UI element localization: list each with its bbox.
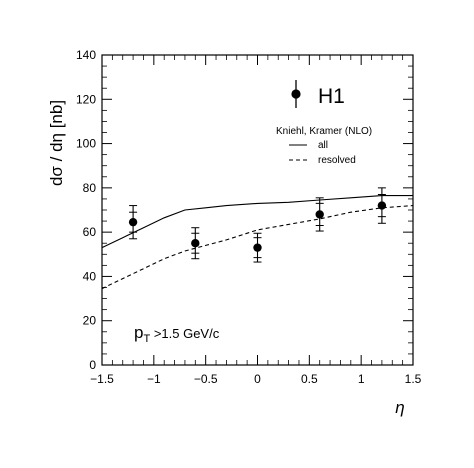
pt-cut-value: >1.5 GeV/c bbox=[150, 326, 220, 341]
legend-entry-all: all bbox=[318, 140, 328, 151]
pt-subscript: T bbox=[143, 333, 150, 345]
y-tick-label: 140 bbox=[76, 48, 96, 62]
legend-theory-title: Kniehl, Kramer (NLO) bbox=[276, 126, 372, 137]
x-tick-label: 1 bbox=[358, 372, 365, 386]
series-line-all bbox=[101, 195, 413, 249]
data-points bbox=[128, 187, 387, 263]
y-tick-label: 0 bbox=[89, 358, 96, 372]
legend: H1 Kniehl, Kramer (NLO) all resolved bbox=[276, 80, 372, 166]
x-tick-label: −1 bbox=[147, 372, 161, 386]
legend-entry-resolved: resolved bbox=[318, 155, 356, 166]
x-tick-label: 0 bbox=[254, 372, 261, 386]
y-axis-label: dσ / dη [nb] bbox=[47, 100, 66, 186]
pt-cut-annotation: pT >1.5 GeV/c bbox=[134, 323, 220, 345]
x-axis-label: η bbox=[395, 398, 404, 417]
x-tick-label: 1.5 bbox=[405, 372, 422, 386]
axes: 0 20 40 60 80 100 120 140 −1.5 −1 −0.5 0 0.5 1 1.5 bbox=[76, 48, 422, 386]
y-tick-label: 20 bbox=[83, 314, 97, 328]
data-point bbox=[191, 239, 200, 248]
legend-data-label: H1 bbox=[318, 85, 345, 108]
data-point bbox=[128, 217, 138, 227]
series-line-resolved bbox=[101, 205, 414, 290]
y-tick-label: 100 bbox=[76, 137, 96, 151]
theory-curves bbox=[101, 195, 414, 290]
plot-frame bbox=[101, 54, 414, 366]
data-point bbox=[253, 243, 262, 252]
x-tick-label: −1.5 bbox=[90, 372, 114, 386]
y-tick-label: 120 bbox=[76, 92, 96, 106]
y-tick-label: 60 bbox=[83, 225, 97, 239]
x-tick-label: −0.5 bbox=[194, 372, 218, 386]
x-tick-label: 0.5 bbox=[301, 372, 318, 386]
y-tick-label: 80 bbox=[83, 181, 97, 195]
data-point bbox=[315, 210, 324, 219]
y-tick-label: 40 bbox=[83, 269, 97, 283]
legend-data-marker bbox=[291, 89, 301, 99]
pt-symbol: p bbox=[134, 323, 143, 342]
data-point bbox=[377, 201, 387, 210]
